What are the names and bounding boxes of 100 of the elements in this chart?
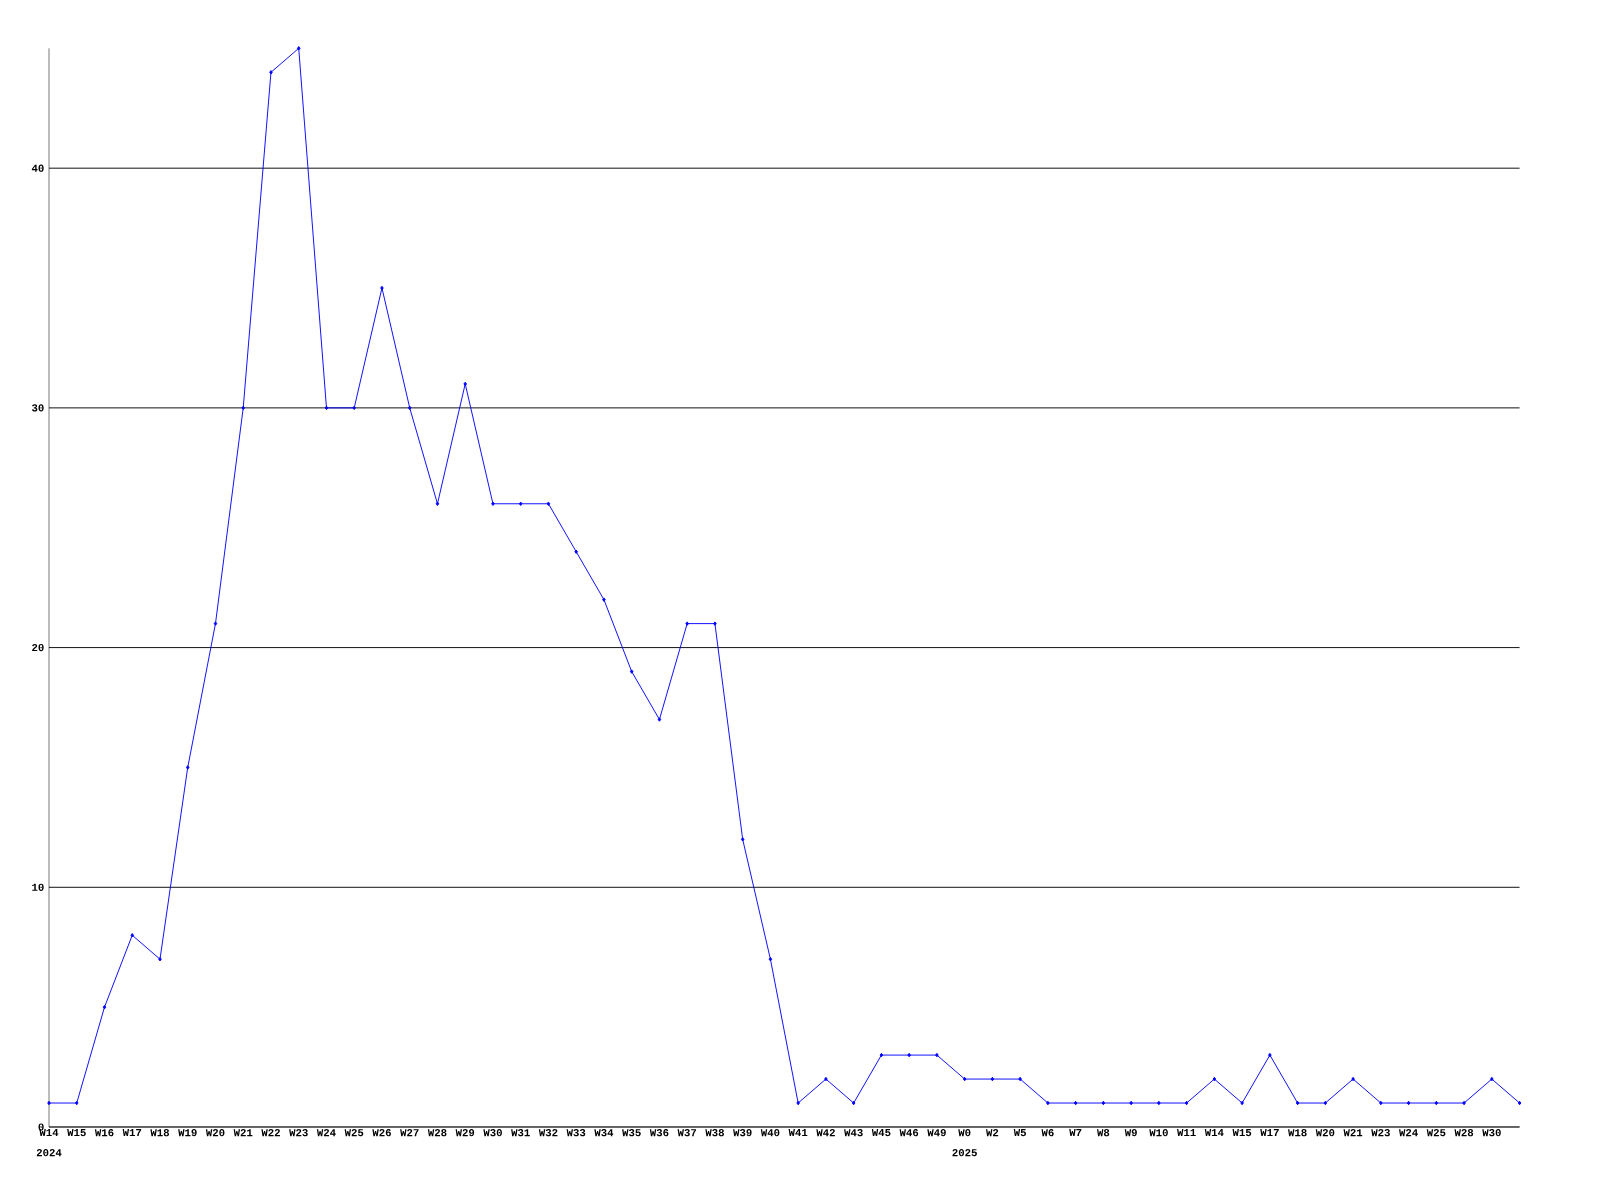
point [1073,1100,1078,1106]
x-tick-label: W24 [316,1129,336,1137]
x-tick-label: W11 [1177,1129,1196,1137]
x-tick-label: W40 [760,1129,780,1137]
point [518,501,523,506]
x-tick-label: W30 [483,1129,502,1137]
x-tick-label: W29 [455,1129,475,1137]
x-tick-label: W23 [289,1129,308,1137]
point [1240,1100,1244,1106]
point [1434,1100,1439,1106]
x-tick-label: W6 [1041,1129,1054,1137]
point [602,597,606,602]
point [546,501,551,506]
x-tick-label: W21 [1343,1129,1363,1137]
x-tick-label: W28 [427,1129,447,1137]
point [380,285,384,291]
x-tick-label: W23 [1371,1129,1390,1137]
point [407,405,412,411]
x-tick-label: W41 [788,1129,808,1137]
point [47,1100,51,1106]
x-tick-label: W10 [1149,1129,1168,1137]
x-tick-label: W31 [511,1129,530,1137]
point [824,1076,828,1082]
point [740,837,745,842]
x-tick-label: W2 [985,1129,999,1137]
point [796,1100,800,1106]
x-tick-label: W43 [844,1129,863,1137]
point [713,621,717,626]
point [1018,1076,1022,1082]
x-tick-label: W25 [1426,1129,1446,1137]
point [1351,1076,1355,1082]
x-tick-label: W7 [1069,1129,1082,1137]
x-tick-label: W14 [39,1129,59,1137]
point [213,621,218,626]
x-tick-label: W17 [122,1129,142,1137]
point [990,1076,995,1082]
x-tick-label: W9 [1124,1129,1137,1137]
y-tick-label: 10 [32,883,44,891]
x-tick-label: W18 [150,1129,170,1137]
x-tick-label: W5 [1013,1129,1026,1137]
y-tick-label: 0 [38,1123,44,1131]
x-tick-label: W22 [261,1129,280,1137]
point [1046,1100,1050,1106]
point [1295,1100,1300,1106]
point [463,381,467,387]
x-tick-label: W42 [816,1129,835,1137]
point [851,1100,856,1106]
x-tick-label: W36 [649,1129,669,1137]
y-tick-label: 30 [31,404,44,412]
x-tick-label: W49 [927,1129,946,1137]
point [74,1100,79,1106]
point [102,1004,107,1010]
point [352,405,356,411]
point [1490,1076,1494,1082]
point [296,46,301,51]
point [435,501,440,506]
x-tick-label: W20 [205,1129,225,1137]
x-tick-label: W21 [233,1129,253,1137]
point [491,501,495,506]
text: 2025 [952,1149,977,1157]
point [935,1052,939,1058]
x-tick-label: W32 [538,1129,558,1137]
point [574,549,578,554]
x-tick-label: W8 [1096,1129,1110,1137]
point [1129,1100,1133,1106]
x-tick-label: W30 [1482,1129,1501,1137]
y-tick-label: 40 [31,164,44,172]
point [1157,1100,1161,1106]
point [1184,1100,1189,1106]
x-tick-label: W34 [594,1129,614,1137]
point [1517,1100,1522,1106]
text: 2024 [36,1149,62,1157]
x-tick-label: W46 [899,1129,919,1137]
x-tick-label: W37 [677,1129,697,1137]
point [185,765,190,770]
y-tick-label: 20 [32,643,44,652]
x-tick-label: W33 [566,1129,586,1137]
x-tick-label: W15 [67,1129,86,1137]
point [1212,1076,1217,1082]
x-tick-label: W14 [1204,1129,1224,1137]
point [768,957,773,962]
x-tick-label: W28 [1454,1129,1474,1137]
x-tick-label: W18 [1288,1129,1307,1137]
point [1101,1100,1106,1106]
x-tick-label: W39 [733,1129,752,1137]
x-tick-label: W38 [705,1129,724,1137]
x-tick-label: W45 [871,1129,891,1137]
x-tick-label: W24 [1398,1129,1418,1137]
point [1268,1052,1272,1058]
point [1323,1100,1328,1106]
point [629,669,634,674]
point [657,717,662,722]
point [879,1052,884,1058]
point [1379,1100,1383,1106]
x-tick-label: W25 [344,1129,364,1137]
x-tick-label: W35 [622,1129,641,1137]
point [158,957,162,962]
point [269,70,273,75]
point [130,933,135,938]
x-tick-label: W0 [958,1129,971,1137]
